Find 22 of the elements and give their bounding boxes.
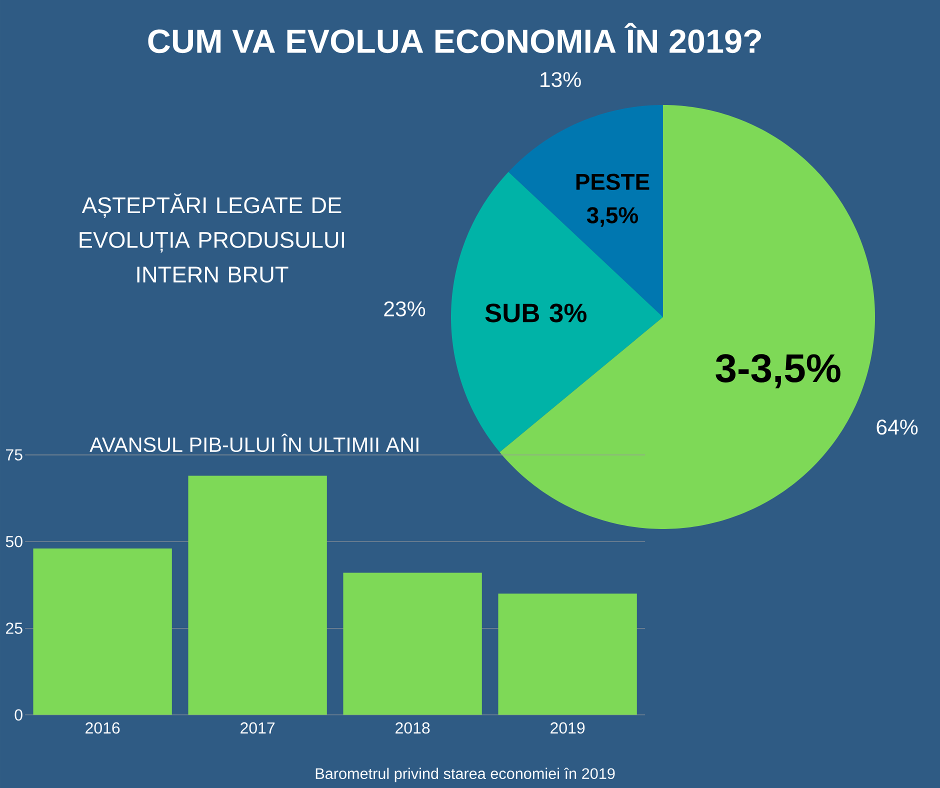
- text: Barometrul privind starea economiei în 2019: [316, 768, 615, 782]
- x-tick-label: 2018: [396, 722, 430, 734]
- slice-label: PESTE 3,5%: [576, 174, 650, 227]
- data-label: 13%: [540, 72, 581, 88]
- text: AȘTEPTĂRI LEGATE DE EVOLUȚIA PRODUSULUI INTERN BRUT: [80, 193, 344, 283]
- bar: [343, 572, 482, 715]
- y-tick-label: 25: [6, 622, 22, 634]
- slice-label: 3-3,5%: [716, 354, 840, 388]
- bar: [498, 594, 637, 715]
- x-tick-label: 2016: [86, 722, 120, 734]
- y-tick-label: 50: [6, 536, 22, 548]
- bar: [33, 548, 172, 715]
- chart-title: AVANSUL PIB-ULUI ÎN ULTIMII ANI: [90, 434, 418, 452]
- y-tick-label: 0: [14, 709, 22, 721]
- data-label: 64%: [876, 420, 918, 435]
- chart-title: CUM VA EVOLUA ECONOMIA ÎN 2019?: [148, 22, 762, 54]
- bar: [188, 476, 327, 715]
- slice-label: SUB 3%: [485, 304, 586, 322]
- x-tick-label: 2017: [240, 722, 275, 734]
- y-tick-label: 75: [6, 449, 22, 460]
- data-label: 23%: [384, 301, 426, 316]
- x-tick-label: 2019: [550, 722, 585, 734]
